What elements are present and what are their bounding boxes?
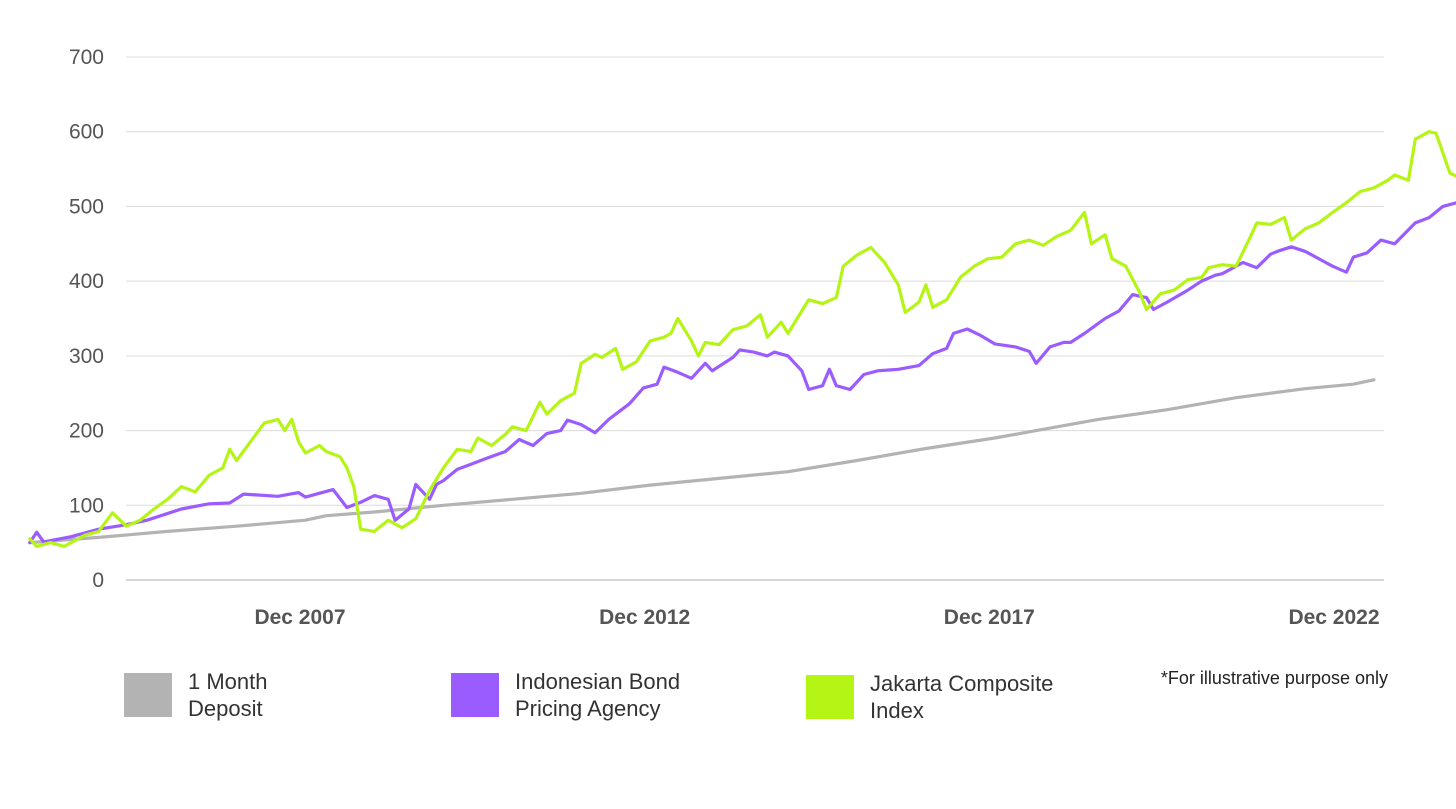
legend-swatch-bond-index bbox=[451, 673, 499, 717]
legend-item-bond-index: Indonesian Bond Pricing Agency bbox=[451, 668, 680, 722]
y-axis: 0 100 200 300 400 500 600 700 bbox=[69, 46, 104, 592]
legend-label-jakarta-index: Jakarta Composite Index bbox=[870, 671, 1054, 723]
y-tick-label: 200 bbox=[69, 420, 104, 443]
grid-lines bbox=[126, 56, 1384, 581]
y-tick-label: 600 bbox=[69, 121, 104, 144]
series-lines bbox=[28, 130, 1456, 548]
y-tick-label: 300 bbox=[69, 345, 104, 368]
legend-item-deposit: 1 Month Deposit bbox=[124, 668, 268, 722]
disclaimer-note: *For illustrative purpose only bbox=[1160, 668, 1388, 688]
legend: 1 Month Deposit Indonesian Bond Pricing … bbox=[0, 664, 1456, 734]
y-tick-label: 700 bbox=[69, 46, 104, 69]
series-line-0 bbox=[28, 378, 1376, 545]
legend-label-bond-index: Indonesian Bond Pricing Agency bbox=[515, 669, 681, 721]
series-line-1 bbox=[28, 201, 1456, 545]
y-tick-label: 400 bbox=[69, 270, 104, 293]
y-tick-label: 0 bbox=[92, 569, 104, 592]
x-axis: Dec 2007 Dec 2012 Dec 2017 Dec 2022 bbox=[254, 606, 1379, 629]
legend-swatch-deposit bbox=[124, 673, 172, 717]
legend-swatch-jakarta-index bbox=[806, 675, 854, 719]
x-tick-label: Dec 2017 bbox=[944, 606, 1035, 629]
x-tick-label: Dec 2022 bbox=[1288, 606, 1379, 629]
legend-label-deposit: 1 Month Deposit bbox=[188, 669, 268, 721]
y-tick-label: 500 bbox=[69, 195, 104, 218]
legend-item-jakarta-index: Jakarta Composite Index bbox=[806, 670, 1053, 724]
x-tick-label: Dec 2007 bbox=[254, 606, 345, 629]
y-tick-label: 100 bbox=[69, 494, 104, 517]
x-tick-label: Dec 2012 bbox=[599, 606, 690, 629]
series-line-2 bbox=[28, 130, 1456, 548]
